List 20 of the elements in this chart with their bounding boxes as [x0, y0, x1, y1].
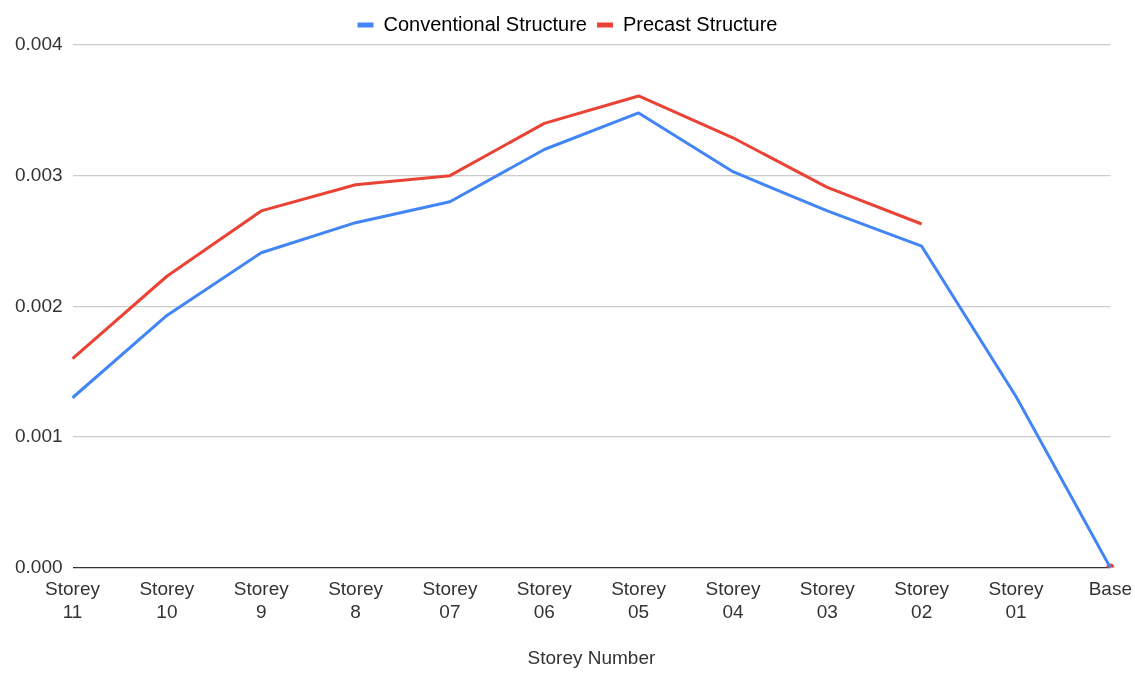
legend-label: Conventional Structure [383, 12, 587, 35]
x-tick-label: Storey 01 [988, 578, 1044, 623]
x-tick-label: Storey 10 [139, 578, 195, 623]
x-tick-label: Storey 8 [328, 578, 384, 623]
y-tick-label: 0.003 [15, 163, 63, 185]
x-tick-label: Storey 9 [233, 578, 290, 623]
x-tick-label: Storey 05 [611, 578, 667, 623]
y-tick-label: 0.000 [15, 555, 63, 577]
x-tick-label: Storey 06 [516, 578, 573, 623]
x-axis-title: Storey Number [527, 646, 656, 668]
x-tick-label: Storey 07 [422, 578, 478, 623]
x-tick-label: Storey 11 [45, 578, 101, 623]
x-tick-label: Storey 02 [894, 578, 950, 623]
y-tick-label: 0.001 [15, 425, 63, 447]
x-tick-label: Base [1088, 578, 1132, 600]
x-tick-label: Storey 04 [705, 578, 761, 623]
y-tick-label: 0.002 [15, 294, 63, 316]
x-tick-label: Storey 03 [799, 578, 856, 623]
y-tick-label: 0.004 [15, 33, 63, 55]
legend-label: Precast Structure [622, 12, 778, 35]
